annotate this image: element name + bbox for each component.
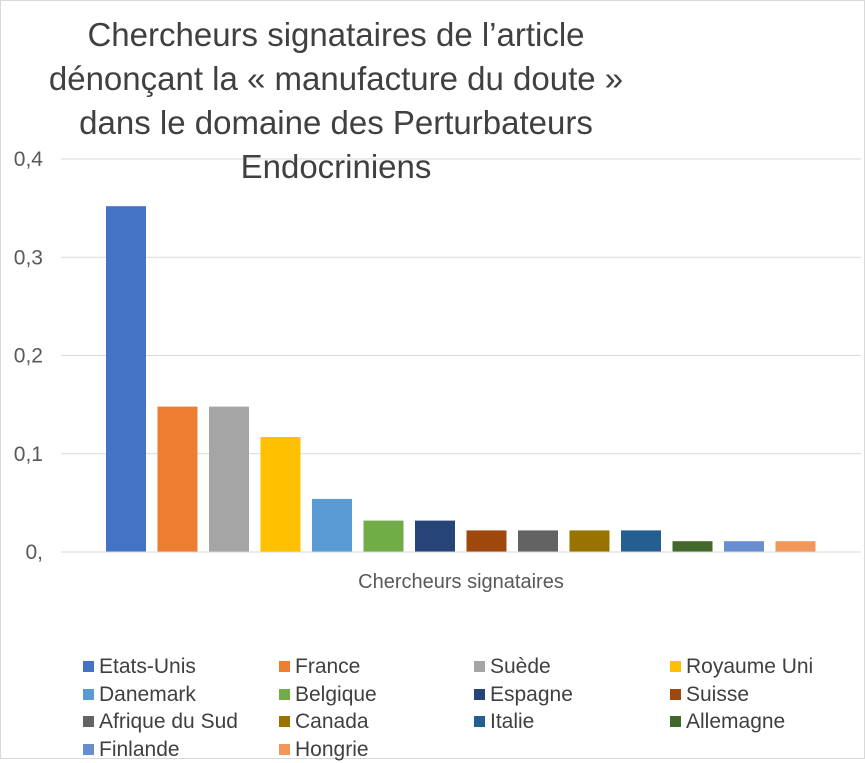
legend-item: Etats-Unis (83, 653, 196, 680)
legend-swatch (279, 689, 290, 700)
legend-item: Belgique (279, 681, 377, 708)
y-axis-tick-labels: 0, 0,1 0,2 0,3 0,4 (14, 148, 44, 564)
bar-2 (157, 406, 198, 552)
y-tick-label: 0,2 (14, 345, 43, 368)
bar-4 (260, 437, 301, 552)
legend-label: Finlande (99, 737, 180, 761)
legend-swatch (279, 661, 290, 672)
legend-item: Italie (474, 708, 534, 735)
legend-swatch (670, 661, 681, 672)
legend-label: France (295, 654, 361, 678)
legend-swatch (474, 689, 485, 700)
legend-item: Allemagne (670, 708, 785, 735)
legend-swatch (670, 689, 681, 700)
legend-item: Espagne (474, 681, 573, 708)
legend-label: Allemagne (686, 709, 786, 733)
legend-label: Hongrie (295, 737, 369, 761)
bar-14 (775, 541, 816, 552)
legend-label: Belgique (295, 682, 377, 706)
legend-item: Hongrie (279, 736, 369, 763)
legend-item: Royaume Uni (670, 653, 813, 680)
bar-7 (415, 520, 455, 552)
legend-swatch (279, 716, 290, 727)
legend-swatch (670, 716, 681, 727)
legend-item: Canada (279, 708, 369, 735)
bar-11 (621, 530, 661, 552)
legend-swatch (83, 689, 94, 700)
legend-swatch (474, 716, 485, 727)
y-tick-label: 0,1 (14, 443, 43, 466)
legend-swatch (474, 661, 485, 672)
legend-label: Etats-Unis (99, 654, 196, 678)
legend-label: Afrique du Sud (99, 709, 238, 733)
legend-item: Suisse (670, 681, 749, 708)
bar-5 (312, 498, 352, 552)
bar-10 (569, 530, 610, 552)
legend-swatch (83, 744, 94, 755)
legend-item: Afrique du Sud (83, 708, 238, 735)
bars (106, 206, 816, 552)
legend-item: Danemark (83, 681, 196, 708)
gridlines (61, 158, 861, 455)
legend-item: France (279, 653, 360, 680)
bar-9 (518, 530, 558, 552)
bar-6 (363, 520, 404, 552)
y-tick-label: 0,3 (14, 246, 43, 269)
legend-label: Espagne (490, 682, 573, 706)
x-axis-label: Chercheurs signataires (358, 571, 564, 593)
legend-swatch (279, 744, 290, 755)
y-tick-label: 0, (25, 541, 43, 564)
legend-label: Royaume Uni (686, 654, 814, 678)
legend-label: Italie (490, 709, 535, 733)
bar-8 (466, 530, 507, 552)
legend-label: Danemark (99, 682, 196, 706)
legend-label: Canada (295, 709, 369, 733)
bar-12 (672, 541, 713, 552)
legend-item: Suède (474, 653, 551, 680)
legend-swatch (83, 716, 94, 727)
legend-label: Suisse (686, 682, 750, 706)
legend-label: Suède (490, 654, 551, 678)
legend-item: Finlande (83, 736, 180, 763)
legend-swatch (83, 661, 94, 672)
bar-3 (209, 406, 249, 552)
bar-13 (724, 541, 764, 552)
y-tick-label: 0,4 (14, 148, 44, 171)
bar-1 (106, 206, 146, 552)
